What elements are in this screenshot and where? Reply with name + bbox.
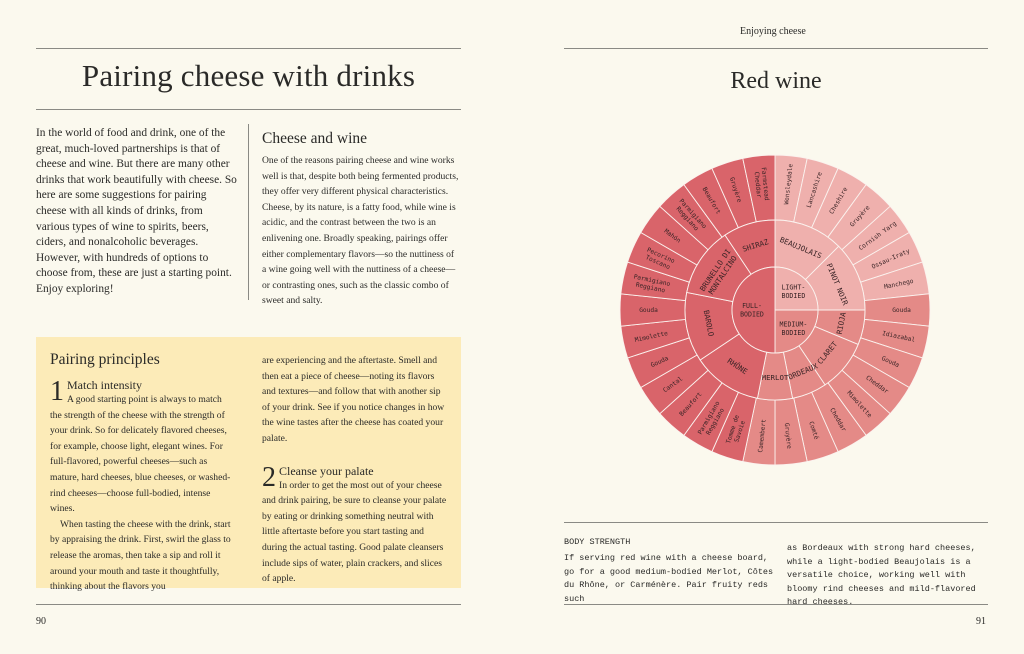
page-title: Pairing cheese with drinks bbox=[81, 58, 416, 93]
principle-1-text-2: When tasting the cheese with the drink, … bbox=[50, 518, 231, 593]
intro-paragraph: In the world of food and drink, one of t… bbox=[36, 127, 237, 295]
principle-1: 1 Match intensity A good starting point … bbox=[50, 376, 235, 595]
cheese-label: Gouda bbox=[639, 307, 658, 314]
running-head: Enjoying cheese bbox=[740, 26, 806, 37]
principle-1-title: Match intensity bbox=[67, 378, 142, 392]
principles-column-2: are experiencing and the aftertaste. Sme… bbox=[262, 353, 450, 587]
top-rule-right bbox=[564, 48, 988, 49]
chart-title: Red wine bbox=[730, 68, 822, 94]
cheese-label: Camembert bbox=[757, 419, 767, 453]
body-segment bbox=[774, 309, 819, 354]
title-rule-left bbox=[36, 109, 461, 110]
cheese-label: FarmsteadCheddar bbox=[752, 167, 770, 202]
cheese-label: Wensleydale bbox=[783, 163, 794, 205]
wine-label: MERLOT bbox=[762, 373, 789, 382]
principle-2-number: 2 bbox=[262, 461, 276, 493]
cheese-wine-heading: Cheese and wine bbox=[262, 130, 368, 147]
body-strength-rule bbox=[564, 522, 988, 523]
principles-col2-text: are experiencing and the aftertaste. Sme… bbox=[262, 355, 445, 444]
principle-2-title: Cleanse your palate bbox=[279, 463, 374, 478]
cheese-label: Gouda bbox=[892, 307, 911, 314]
principle-1-number: 1 bbox=[50, 376, 64, 407]
body-segment bbox=[774, 266, 819, 311]
principle-1-text: A good starting point is always to match… bbox=[50, 394, 231, 515]
principles-heading: Pairing principles bbox=[50, 351, 160, 368]
principle-2: 2 Cleanse your palate In order to get th… bbox=[262, 461, 450, 587]
body-strength-text-2: as Bordeaux with strong hard cheeses, wh… bbox=[787, 543, 976, 607]
body-label: MEDIUM-BODIED bbox=[780, 320, 808, 337]
body-segment bbox=[731, 266, 776, 354]
principle-2-text: In order to get the most out of your che… bbox=[262, 479, 447, 585]
bottom-rule-right bbox=[564, 604, 988, 605]
page-number-left: 90 bbox=[36, 616, 46, 627]
top-rule-left bbox=[36, 48, 461, 49]
cheese-wine-text: One of the reasons pairing cheese and wi… bbox=[262, 155, 459, 307]
body-strength-text-1: If serving red wine with a cheese board,… bbox=[564, 553, 774, 604]
wine-label: RIOJA bbox=[835, 311, 848, 335]
body-strength-heading: BODY STRENGTH bbox=[564, 537, 631, 547]
body-label: FULL-BODIED bbox=[740, 302, 764, 319]
column-divider bbox=[248, 124, 249, 300]
body-label: LIGHT-BODIED bbox=[781, 284, 805, 301]
cheese-label: Gruyère bbox=[783, 422, 794, 449]
pairing-principles-box: Pairing principles 1 Match intensity A g… bbox=[36, 337, 461, 592]
red-wine-wheel: Wensleydale Lancashire CheshireGruyèreCorn… bbox=[619, 154, 931, 466]
bottom-rule-left bbox=[36, 604, 461, 605]
page-number-right: 91 bbox=[976, 616, 986, 627]
